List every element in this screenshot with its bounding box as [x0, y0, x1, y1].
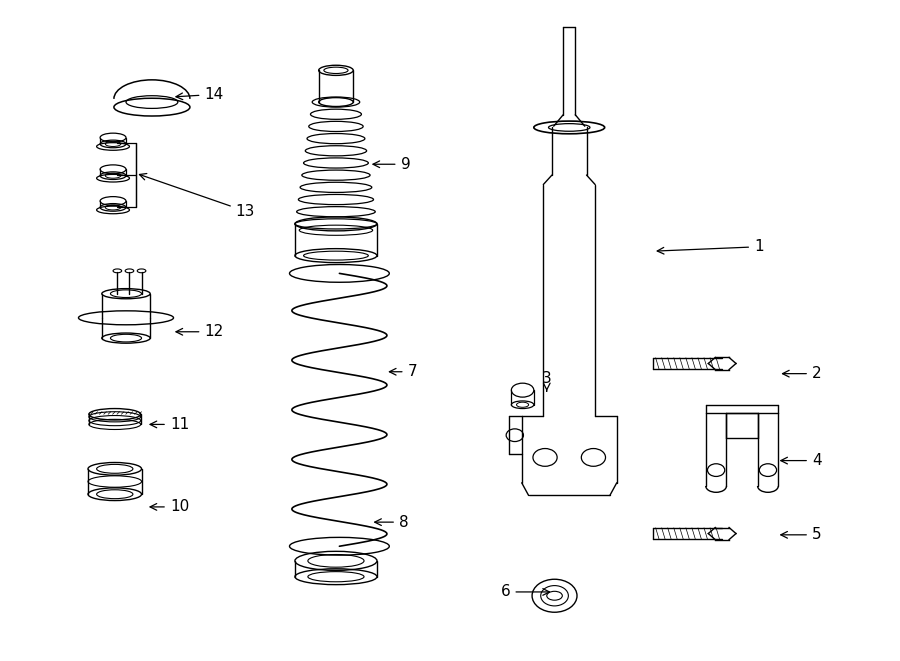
Text: 3: 3 [542, 371, 552, 391]
Text: 1: 1 [657, 239, 763, 254]
Text: 6: 6 [500, 584, 550, 600]
Text: 5: 5 [781, 527, 822, 542]
Text: 11: 11 [150, 417, 189, 432]
Text: 4: 4 [781, 453, 822, 468]
Text: 2: 2 [782, 366, 822, 381]
Text: 8: 8 [374, 515, 409, 529]
Text: 12: 12 [176, 325, 223, 339]
Text: 14: 14 [176, 87, 223, 102]
Text: 9: 9 [373, 157, 410, 172]
Text: 10: 10 [150, 500, 189, 514]
Text: 13: 13 [140, 174, 255, 219]
Text: 7: 7 [390, 364, 418, 379]
